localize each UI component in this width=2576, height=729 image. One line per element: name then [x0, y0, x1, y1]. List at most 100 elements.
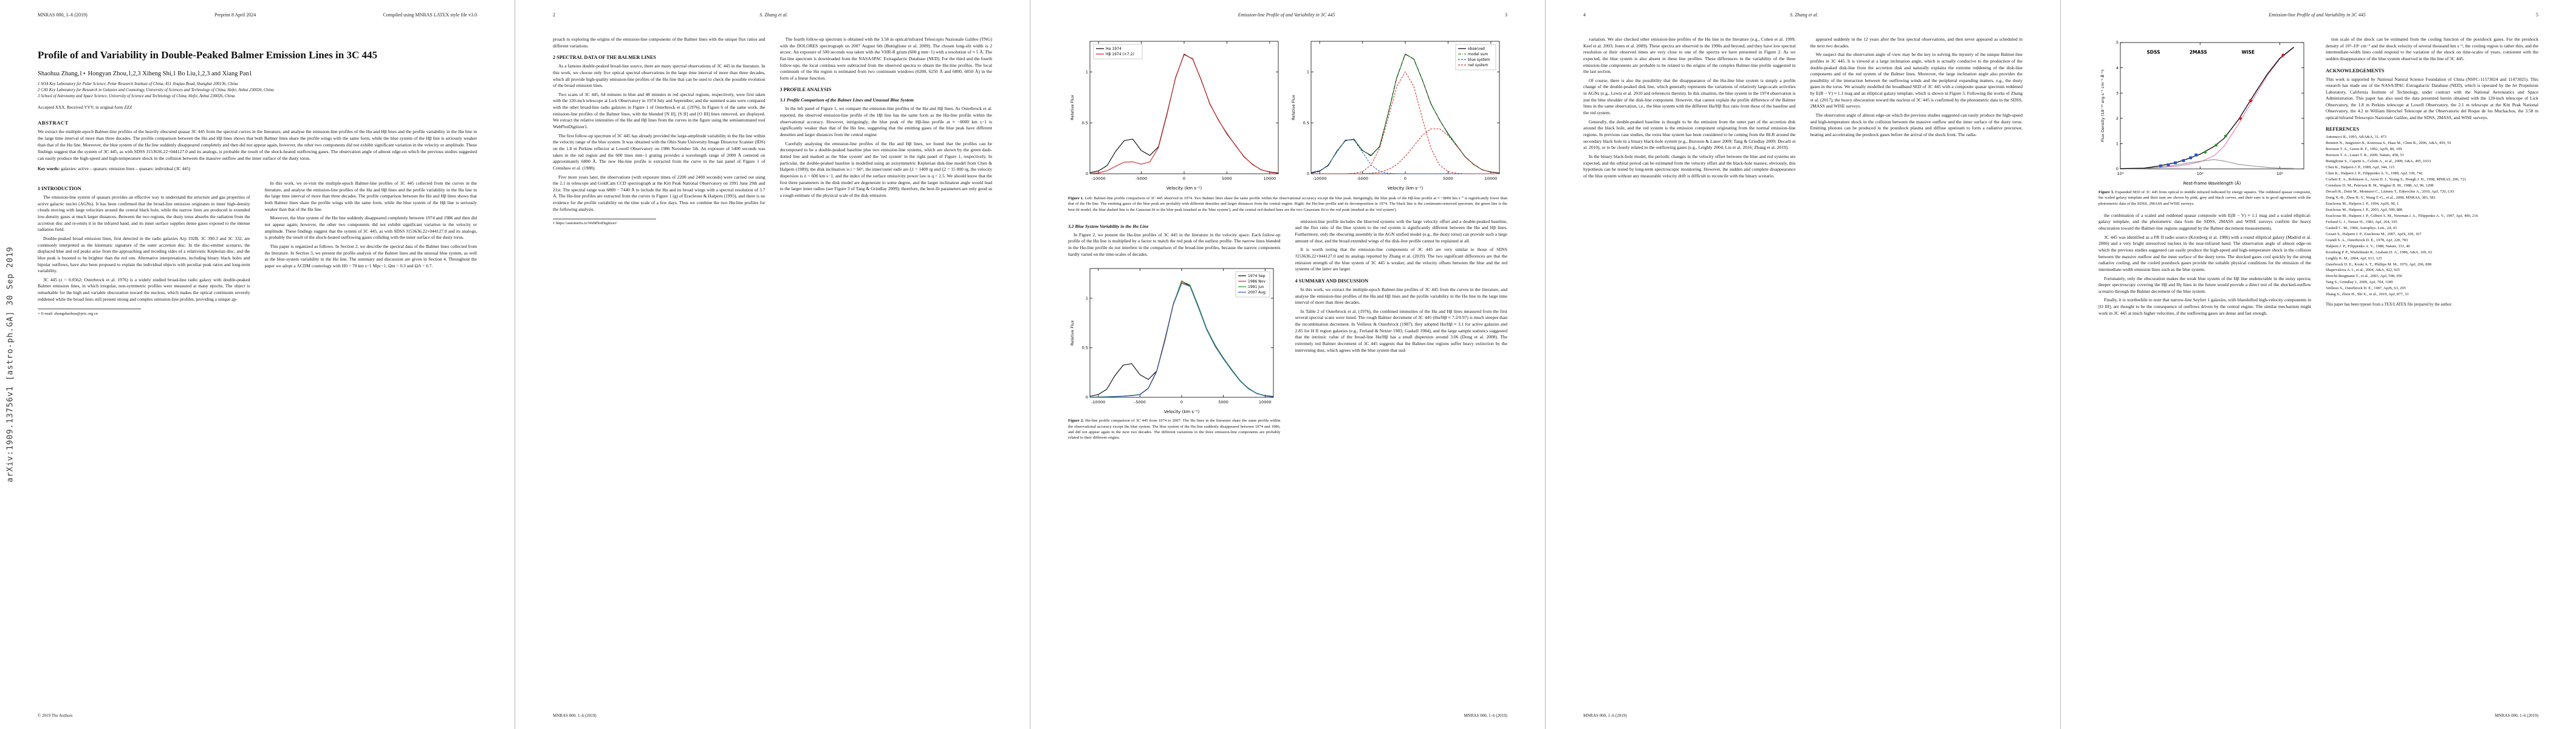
- svg-text:5000: 5000: [1443, 176, 1453, 181]
- paragraph: The emission-line system of quasars prov…: [38, 194, 250, 233]
- running-author: S. Zhang et al.: [1790, 12, 1818, 18]
- page-3: Emission-line Profile of and Variability…: [1030, 0, 1546, 729]
- reference-entry: Buttiglione S., Capetti A., Celotti A., …: [2326, 159, 2431, 164]
- paragraph: Moreover, the blue system of the Hα line…: [264, 215, 478, 241]
- page-4: 4 S. Zhang et al. variation. We also che…: [1546, 0, 2061, 729]
- svg-text:Velocity (km s⁻¹): Velocity (km s⁻¹): [1164, 409, 1200, 414]
- conclusion-paragraphs-left: the combination of a scaled and reddened…: [2098, 213, 2311, 317]
- svg-text:2007 Aug: 2007 Aug: [1248, 290, 1266, 295]
- svg-text:-5000: -5000: [1357, 176, 1368, 181]
- page-1-footer: © 2019 The Authors: [38, 713, 477, 718]
- page-number: 3: [1504, 12, 1507, 18]
- page-1-header: MNRAS 000, 1–6 (2019) Preprint 8 April 2…: [38, 12, 477, 18]
- figure-1-right-panel: -10000 -5000 0 5000 10000 0 0.5 1 Velocity (km s…: [1289, 35, 1506, 192]
- svg-text:Velocity (km s⁻¹): Velocity (km s⁻¹): [1388, 186, 1423, 191]
- paragraph: Carefully analysing the emission-line pr…: [779, 140, 993, 198]
- reference-entry: Chen K., Halpern J. P., 1989, ApJ, 344, …: [2326, 165, 2395, 170]
- paragraph: Of course, there is also the possibility…: [1583, 77, 1796, 116]
- reference-entry: Shapovalova A. I., et al., 2004, A&A, 42…: [2326, 268, 2400, 273]
- svg-text:-10000: -10000: [1313, 176, 1327, 181]
- journal-reference-footer: MNRAS 000, 1–6 (2019): [2495, 713, 2538, 718]
- paragraph: the combination of a scaled and reddened…: [2098, 212, 2311, 231]
- reference-entry: Ferland G. J., Netzer H., 1983, ApJ, 264…: [2326, 219, 2397, 224]
- preprint-date: Preprint 8 April 2024: [214, 12, 256, 18]
- figure-3-caption-text: Expanded SED of 3C 445 from optical to m…: [2098, 190, 2311, 206]
- abstract-text: We extract the multiple-epoch Balmer-lin…: [38, 128, 477, 161]
- keywords-text: galaxies: active – quasars: emission lin…: [61, 165, 191, 171]
- figure-3-chart: 10³ 10⁴ 10⁵ 0 1 2 3 4 5 Rest-frame Wavelength (Å)…: [2098, 36, 2310, 187]
- figure-1-caption: Figure 1. Left: Balmer-line profile comp…: [1068, 196, 1507, 213]
- keywords-label: Key words:: [38, 165, 60, 171]
- page-1-right-column: In this work, we re-visit the multiple-e…: [265, 180, 478, 729]
- reference-entry: Antonucci R., 1993, ARA&A, 31, 473: [2326, 135, 2387, 140]
- affiliation: 3 School of Astronomy and Space Science,…: [38, 94, 235, 98]
- reference-entry: Eracleous M., Halpern J. P., 1994, ApJS,…: [2326, 201, 2399, 206]
- paragraph: appeared suddenly in the 12 years after …: [1810, 36, 2023, 49]
- page-2-columns: proach to exploring the origins of the e…: [553, 36, 992, 680]
- svg-text:Hα 1974: Hα 1974: [1106, 47, 1122, 51]
- typeset-note: This paper has been typeset from a TEX/L…: [2326, 303, 2453, 307]
- page-5-left-column: 10³ 10⁴ 10⁵ 0 1 2 3 4 5 Rest-frame Wavelength (Å)…: [2098, 36, 2311, 680]
- journal-reference: MNRAS 000, 1–6 (2019): [38, 12, 87, 18]
- dates-line: Accepted XXX. Received YYY; in original …: [38, 104, 132, 110]
- url-footnote: 1 https://automeris.io/WebPlotDigitizer/: [553, 219, 656, 225]
- paragraph: In this work, we re-visit the multiple-e…: [264, 180, 478, 212]
- svg-text:3: 3: [2116, 91, 2119, 95]
- svg-text:1974 Sep: 1974 Sep: [1248, 274, 1266, 278]
- figure-2-caption: Figure 2. Hα-line profile comparison of …: [1068, 418, 1281, 440]
- page-5-columns: 10³ 10⁴ 10⁵ 0 1 2 3 4 5 Rest-frame Wavelength (Å)…: [2098, 36, 2538, 680]
- figure-1-label: Figure 1.: [1068, 196, 1084, 200]
- svg-text:-10000: -10000: [1092, 176, 1106, 181]
- journal-reference-footer: MNRAS 000, 1–6 (2019): [553, 713, 597, 718]
- page-number: 2: [553, 12, 555, 18]
- running-author: S. Zhang et al.: [759, 12, 788, 18]
- page-number: 5: [2535, 12, 2538, 18]
- svg-text:1: 1: [1086, 70, 1088, 75]
- intro-paragraphs-right: In this work, we re-visit the multiple-e…: [265, 180, 478, 269]
- page-4-footer: MNRAS 000, 1–6 (2019): [1583, 713, 2023, 718]
- page-number: 4: [1583, 12, 1586, 18]
- svg-text:0: 0: [1086, 171, 1088, 176]
- reference-entry: Osterbrock D. E., Koski A. T., Phillips …: [2326, 262, 2431, 267]
- page-1-columns: 1 INTRODUCTION The emission-line system …: [38, 180, 477, 729]
- svg-text:Hβ 1974 (×7.2): Hβ 1974 (×7.2): [1106, 52, 1134, 56]
- page-2: 2 S. Zhang et al. proach to exploring th…: [515, 0, 1030, 729]
- figure-1-caption-text: Left: Balmer-line profile comparison of …: [1068, 196, 1508, 212]
- figure-2-label: Figure 2.: [1068, 419, 1084, 423]
- reference-entry: Veilleux S., Osterbrock D. E., 1987, ApJ…: [2326, 286, 2406, 291]
- page-4-header: 4 S. Zhang et al.: [1583, 12, 2023, 18]
- svg-text:red system: red system: [1468, 63, 1488, 67]
- reference-entry: Grandi S. A., Osterbrock D. E., 1978, Ap…: [2326, 238, 2408, 242]
- figure-2-caption-text: Hα-line profile comparison of 3C 445 fro…: [1068, 419, 1281, 440]
- page-2-header: 2 S. Zhang et al.: [553, 12, 992, 18]
- references-heading: REFERENCES: [2326, 126, 2360, 132]
- paragraph: 3C 445 was identified as a FR II radio s…: [2098, 234, 2311, 272]
- paragraph: Five more years later, the observations …: [553, 174, 766, 212]
- acknowledgements-text: This work is supported by National Natur…: [2326, 76, 2538, 120]
- page-5-footer: MNRAS 000, 1–6 (2019): [2098, 713, 2538, 718]
- reference-entry: Corbett E. A., Robinson A., Axon D. J., …: [2326, 177, 2467, 182]
- reference-entry: Gezari S., Halpern J. P., Eracleous M., …: [2326, 231, 2422, 236]
- svg-text:blue system: blue system: [1468, 58, 1490, 62]
- reference-entry: Eracleous M., Halpern J. P., Gilbert A. …: [2326, 213, 2478, 218]
- reference-entry: Storchi-Bergmann T., et al., 2003, ApJ, …: [2326, 274, 2403, 279]
- section-3-1-paragraphs: In the left panel of Figure 1, we compar…: [780, 106, 993, 199]
- page-4-left-column: variation. We also checked other emissio…: [1583, 36, 1796, 680]
- discussion-lead-paragraphs: emission-line profile includes the blue/…: [1295, 219, 1508, 273]
- svg-text:10000: 10000: [1264, 176, 1276, 181]
- reference-entry: Boroson T. A., Green R. F., 1992, ApJS, …: [2326, 147, 2402, 152]
- svg-text:10⁴: 10⁴: [2197, 171, 2204, 176]
- paragraph: As a famous double-peaked broad-line sou…: [553, 63, 766, 89]
- journal-reference-footer: MNRAS 000, 1–6 (2019): [1583, 713, 1627, 718]
- section-2-heading: 2 SPECTRAL DATA OF THE BALMER LINES: [553, 55, 656, 61]
- svg-text:5000: 5000: [1222, 176, 1232, 181]
- arxiv-stamp: arXiv:1909.13756v1 [astro-ph.GA] 30 Sep …: [5, 246, 15, 483]
- page-4-columns: variation. We also checked other emissio…: [1583, 36, 2023, 680]
- svg-text:5000: 5000: [1218, 400, 1228, 405]
- paragraph: This paper is organized as follows. In S…: [264, 243, 478, 269]
- svg-text:0.5: 0.5: [1303, 120, 1309, 125]
- reference-entry: Halpern J. P., Filippenko A. V., 1988, N…: [2326, 244, 2410, 248]
- paragraph: In Table 2 of Osterbrock et al. (1976), …: [1295, 308, 1508, 353]
- paragraph: We suspect that the observation angle of…: [1810, 52, 2023, 109]
